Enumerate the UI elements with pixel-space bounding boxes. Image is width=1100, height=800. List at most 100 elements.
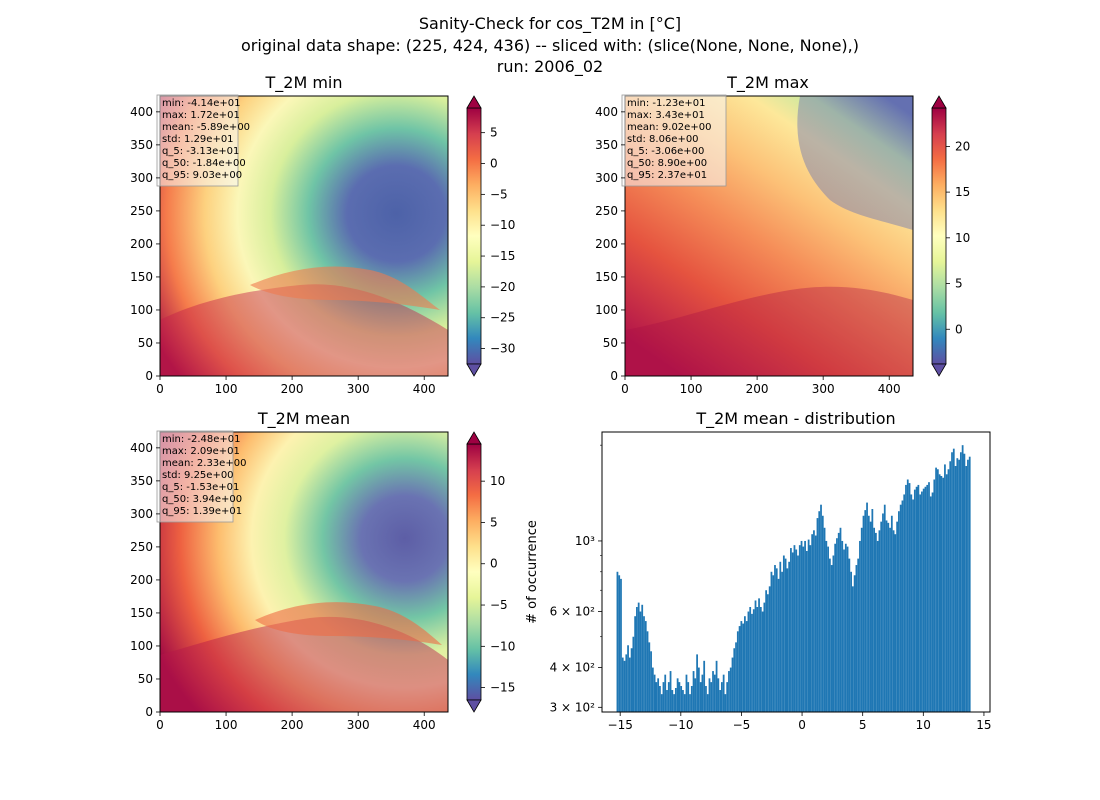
histogram-bar: [616, 571, 619, 712]
y-tick-label: 200: [130, 237, 153, 251]
land-relief: [160, 616, 448, 712]
histogram-bar: [915, 486, 918, 712]
stats-box-background: [156, 430, 234, 523]
colorbar-tick-label: −15: [490, 681, 515, 695]
histogram-bar: [777, 578, 780, 712]
histogram-bar: [759, 607, 762, 712]
histogram-bar: [685, 674, 688, 712]
stat-q50: q_50: -1.84e+00: [162, 158, 246, 169]
histogram-bar: [768, 586, 771, 712]
histogram-bar: [662, 682, 665, 712]
histogram-bar: [678, 682, 681, 712]
histogram-bar: [689, 694, 691, 712]
histogram-bar: [912, 499, 914, 712]
histogram-bar: [899, 504, 902, 712]
histogram-bar: [756, 607, 759, 712]
sea-area: [250, 266, 440, 310]
histogram-bar: [894, 534, 897, 712]
colorbar-tick-label: −10: [490, 639, 515, 653]
histogram-bar: [860, 527, 863, 712]
histogram-bar: [713, 674, 716, 712]
colorbar-extend-min: [931, 363, 947, 377]
x-tick-label: 0: [156, 718, 164, 732]
histogram-bar: [947, 469, 950, 712]
colorbar-tick-label: 5: [490, 126, 498, 140]
x-axis: 0 100 200 300 400: [156, 376, 436, 396]
colorbar-extend-max: [466, 431, 482, 445]
histogram-bar: [848, 558, 851, 712]
colorbar-gradient: [466, 107, 482, 365]
histogram-bar: [821, 515, 824, 712]
histogram-bar: [793, 545, 796, 712]
y-axis: 3 × 10² 4 × 10² 6 × 10² 10³: [550, 444, 602, 714]
colorbar-tick-label: −5: [490, 598, 508, 612]
histogram-bar: [765, 590, 768, 712]
histogram-bar: [954, 466, 957, 712]
colorbar-tick-label: −20: [490, 280, 515, 294]
histogram-bar: [655, 682, 658, 712]
histogram-bar: [694, 678, 697, 712]
histogram-bar: [623, 660, 626, 712]
histogram-bar: [798, 545, 801, 712]
histogram-bar: [752, 609, 755, 712]
histogram-bar: [823, 527, 826, 712]
panel-title: T_2M max: [726, 73, 809, 93]
histogram-bar: [784, 558, 787, 712]
histogram-bar: [958, 459, 960, 712]
y-tick-label: 250: [130, 540, 153, 554]
histogram-bar: [641, 604, 644, 712]
histogram-bar: [913, 489, 916, 712]
histogram-bar: [790, 548, 792, 712]
histogram-bar: [767, 594, 769, 712]
y-tick-label: 150: [595, 270, 618, 284]
histogram-bar: [651, 667, 654, 712]
histogram-bar: [837, 532, 840, 712]
histogram-bar: [843, 549, 845, 712]
stat-std: std: 9.25e+00: [162, 470, 234, 481]
histogram-bar: [720, 682, 723, 712]
histogram-bar: [664, 674, 667, 712]
histogram-bar: [701, 674, 704, 712]
histogram-bar: [735, 642, 737, 712]
land-relief: [160, 284, 448, 376]
histogram-bar: [643, 616, 645, 712]
stat-max: max: 2.09e+01: [162, 446, 240, 457]
histogram-bar: [926, 484, 929, 712]
colorbar-extend-max: [931, 95, 947, 109]
histogram-bar: [802, 546, 805, 712]
x-tick-label: 0: [798, 718, 806, 732]
histogram-bar: [687, 682, 690, 712]
figure-title-line-2: original data shape: (225, 424, 436) -- …: [241, 36, 859, 55]
x-tick-label: 300: [812, 382, 835, 396]
stats-box: min: -1.23e+01 max: 3.43e+01 mean: 9.02e…: [621, 94, 727, 187]
plot-frame: [624, 95, 914, 377]
histogram-bar: [841, 540, 844, 712]
histogram-bar: [906, 479, 909, 712]
histogram-bar: [715, 660, 718, 712]
histogram-bar: [729, 667, 732, 712]
colorbar-tick-label: 10: [955, 231, 970, 245]
colorbar-tick-label: −25: [490, 311, 515, 325]
histogram-bar: [712, 671, 714, 712]
histogram-bar: [867, 515, 870, 712]
figure-title-line-3: run: 2006_02: [497, 57, 603, 77]
histogram-bar: [908, 483, 911, 712]
y-tick-label: 250: [130, 204, 153, 218]
y-tick-label: 250: [595, 204, 618, 218]
y-tick-label: 50: [603, 336, 618, 350]
histogram-bar: [878, 530, 881, 712]
colorbar-tick-label: 20: [955, 139, 970, 153]
x-tick-label: 400: [413, 382, 436, 396]
histogram-bar: [627, 645, 629, 712]
histogram-bar: [708, 678, 711, 712]
histogram-bar: [875, 532, 877, 712]
colorbar: −15 −10 −5 0 5 10: [466, 431, 515, 713]
x-axis: 0 100 200 300 400: [156, 712, 436, 732]
histogram-bar: [775, 568, 778, 712]
y-tick-label: 150: [130, 606, 153, 620]
histogram-bar: [890, 515, 893, 712]
histogram-bar: [935, 467, 937, 712]
histogram-bar: [917, 484, 920, 712]
y-tick-label: 350: [595, 138, 618, 152]
